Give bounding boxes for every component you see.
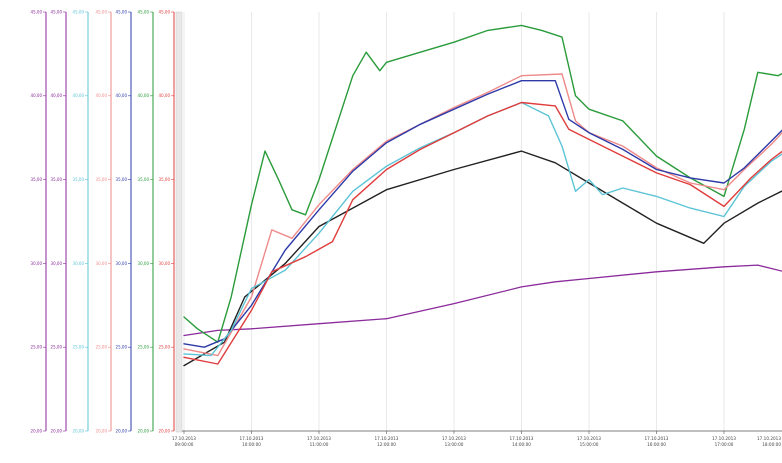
x-tick-label-date: 17.10.2013 [307, 436, 331, 441]
series-line-2 [183, 150, 782, 367]
y-tick-label: 35,00 [96, 177, 108, 182]
y-tick-label: 35,00 [159, 177, 171, 182]
series-line-6 [183, 101, 782, 357]
y-tick-label: 35,00 [51, 177, 63, 182]
x-tick-label-date: 17.10.2013 [577, 436, 601, 441]
series-line-7 [183, 101, 782, 365]
y-tick-label: 45,00 [159, 9, 171, 14]
x-tick-label-date: 17.10.2013 [645, 436, 669, 441]
y-tick-label: 20,00 [159, 428, 171, 433]
series-line-3 [183, 24, 782, 343]
x-tick-label-date: 17.10.2013 [442, 436, 466, 441]
y-tick-label: 35,00 [31, 177, 43, 182]
y-axis-6: 20,00 25,00 30,00 35,00 40,00 45,00 [138, 9, 154, 433]
y-axes-group: 20,00 25,00 30,00 35,00 40,00 45,00 20,00 25,00… [31, 9, 175, 433]
x-tick-label-time: 14:00:00 [512, 442, 531, 447]
y-tick-label: 40,00 [138, 93, 150, 98]
x-tick-label-time: 18:00:00 [762, 442, 781, 447]
x-tick-label-time: 13:00:00 [445, 442, 464, 447]
y-tick-label: 30,00 [116, 261, 128, 266]
x-tick-label-time: 09:00:00 [175, 442, 194, 447]
series-line-1 [183, 264, 782, 337]
y-tick-label: 40,00 [96, 93, 108, 98]
y-tick-label: 40,00 [31, 93, 43, 98]
axis-scrollbar[interactable] [175, 11, 183, 433]
y-axis-1: 20,00 25,00 30,00 35,00 40,00 45,00 [31, 9, 47, 433]
y-tick-label: 25,00 [159, 345, 171, 350]
y-tick-label: 30,00 [73, 261, 85, 266]
y-tick-label: 30,00 [31, 261, 43, 266]
x-tick-label-time: 11:00:00 [310, 442, 329, 447]
y-tick-label: 20,00 [116, 428, 128, 433]
x-tick-label-date: 17.10.2013 [375, 436, 399, 441]
x-tick-label-time: 15:00:00 [580, 442, 599, 447]
y-tick-label: 25,00 [73, 345, 85, 350]
x-tick-label-time: 16:00:00 [647, 442, 666, 447]
x-tick-label-date: 17.10.2013 [172, 436, 196, 441]
y-tick-label: 45,00 [73, 9, 85, 14]
y-tick-label: 40,00 [73, 93, 85, 98]
plot-area [183, 24, 782, 367]
y-axis-7: 20,00 25,00 30,00 35,00 40,00 45,00 [159, 9, 175, 433]
x-tick-label-date: 17.10.2013 [510, 436, 534, 441]
y-tick-label: 45,00 [31, 9, 43, 14]
x-tick-label-date: 17.10.2013 [712, 436, 736, 441]
y-tick-label: 30,00 [51, 261, 63, 266]
vertical-grid [183, 12, 725, 431]
x-tick-label-time: 10:00:00 [242, 442, 261, 447]
y-tick-label: 35,00 [138, 177, 150, 182]
y-tick-label: 45,00 [116, 9, 128, 14]
y-tick-label: 20,00 [31, 428, 43, 433]
y-axis-5: 20,00 25,00 30,00 35,00 40,00 45,00 [116, 9, 132, 433]
series-line-4 [183, 73, 782, 357]
y-axis-2: 20,00 25,00 30,00 35,00 40,00 45,00 [51, 9, 67, 433]
x-tick-label-date: 17.10.2013 [757, 436, 781, 441]
y-tick-label: 30,00 [96, 261, 108, 266]
y-axis-3: 20,00 25,00 30,00 35,00 40,00 45,00 [73, 9, 89, 433]
y-tick-label: 25,00 [138, 345, 150, 350]
x-tick-label-date: 17.10.2013 [240, 436, 264, 441]
y-tick-label: 25,00 [51, 345, 63, 350]
y-tick-label: 40,00 [116, 93, 128, 98]
x-axis: 17.10.201309:00:0017.10.201310:00:0017.1… [172, 430, 782, 447]
y-tick-label: 35,00 [116, 177, 128, 182]
y-tick-label: 20,00 [51, 428, 63, 433]
x-tick-label-time: 12:00:00 [377, 442, 396, 447]
y-tick-label: 25,00 [116, 345, 128, 350]
y-tick-label: 20,00 [138, 428, 150, 433]
y-tick-label: 40,00 [159, 93, 171, 98]
y-tick-label: 30,00 [138, 261, 150, 266]
y-tick-label: 25,00 [31, 345, 43, 350]
x-tick-label-time: 17:00:00 [715, 442, 734, 447]
y-tick-label: 45,00 [138, 9, 150, 14]
y-tick-label: 25,00 [96, 345, 108, 350]
y-tick-label: 20,00 [96, 428, 108, 433]
series-line-5 [183, 79, 782, 348]
y-tick-label: 35,00 [73, 177, 85, 182]
y-tick-label: 45,00 [96, 9, 108, 14]
y-tick-label: 20,00 [73, 428, 85, 433]
y-tick-label: 40,00 [51, 93, 63, 98]
y-tick-label: 30,00 [159, 261, 171, 266]
y-axis-4: 20,00 25,00 30,00 35,00 40,00 45,00 [96, 9, 112, 433]
y-tick-label: 45,00 [51, 9, 63, 14]
